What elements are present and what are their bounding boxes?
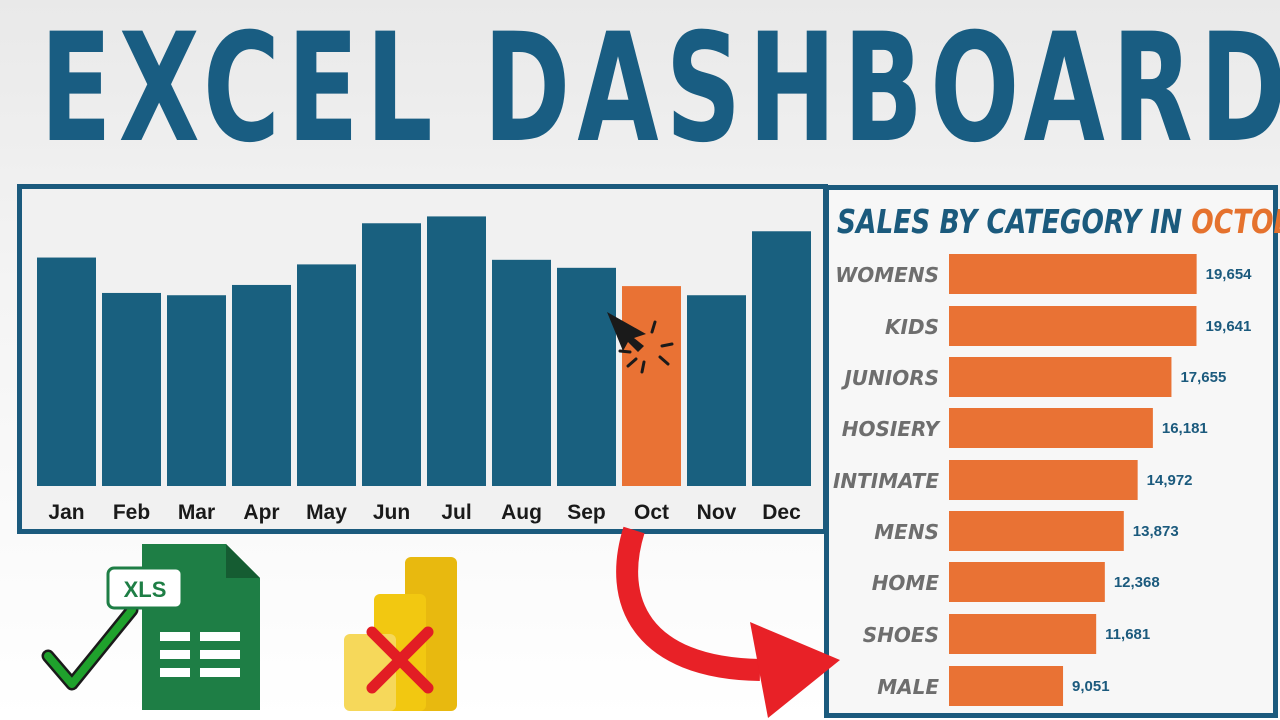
excel-icon: XLS [106,544,260,710]
month-label-may: May [306,501,347,524]
month-bar-feb[interactable] [102,292,161,486]
month-label-jan: Jan [48,501,84,524]
category-label-home: HOME [872,571,940,595]
month-label-sep: Sep [567,501,606,524]
month-bar-may[interactable] [297,264,356,486]
category-label-womens: WOMENS [835,263,939,287]
category-label-mens: MENS [874,520,939,544]
category-value-kids: 19,641 [1205,318,1251,335]
month-label-feb: Feb [113,501,150,524]
month-label-apr: Apr [243,501,279,524]
xls-badge [106,566,184,610]
category-chart-title-prefix: SALES BY CATEGORY IN [837,202,1183,241]
category-label-male: MALE [877,675,939,699]
month-label-jun: Jun [373,501,410,524]
month-bar-oct[interactable] [622,286,681,486]
category-value-male: 9,051 [1072,678,1110,695]
category-bar-hosiery[interactable] [949,408,1153,448]
month-label-aug: Aug [501,501,542,524]
check-icon [41,603,139,691]
monthly-bar-chart-svg: Jan Feb Mar Apr May Jun Jul Aug Sep Oct Nov Dec [37,216,811,524]
category-bar-mens[interactable] [949,511,1124,551]
category-value-hosiery: 16,181 [1162,420,1208,437]
category-value-shoes: 11,681 [1105,626,1150,643]
category-bar-home[interactable] [949,562,1105,602]
category-value-juniors: 17,655 [1180,369,1226,386]
month-bar-dec[interactable] [752,231,811,486]
category-chart-title-month: OCTOBER [1191,202,1280,241]
page-title: EXCEL DASHBOARD [40,2,1280,176]
monthly-sales-chart: Jan Feb Mar Apr May Jun Jul Aug Sep Oct Nov Dec [17,184,828,534]
category-value-home: 12,368 [1114,574,1160,591]
category-bar-male[interactable] [949,666,1064,706]
category-bar-chart-svg: WOMENS 19,654 KIDS 19,641 JUNIORS 17,655 HOSIE… [833,254,1253,706]
category-bar-shoes[interactable] [949,614,1097,654]
category-bar-kids[interactable] [949,306,1197,346]
month-bar-apr[interactable] [232,284,291,486]
category-label-hosiery: HOSIERY [842,417,942,441]
month-bar-jun[interactable] [362,223,421,486]
month-label-oct: Oct [634,501,669,524]
category-label-intimate: INTIMATE [833,469,939,493]
month-label-mar: Mar [178,501,215,524]
category-label-shoes: SHOES [863,623,939,647]
category-value-womens: 19,654 [1206,266,1253,283]
month-bar-jul[interactable] [427,216,486,486]
month-bar-jan[interactable] [37,257,96,486]
powerbi-icon [344,557,457,711]
month-label-jul: Jul [441,501,471,524]
category-value-intimate: 14,972 [1147,472,1193,489]
month-bar-mar[interactable] [167,295,226,486]
month-bar-aug[interactable] [492,259,551,486]
month-label-nov: Nov [697,501,737,524]
category-bar-intimate[interactable] [949,460,1138,500]
category-bar-juniors[interactable] [949,357,1172,397]
red-arrow-icon [616,526,840,718]
category-chart-title: SALES BY CATEGORY IN OCTOBER [837,198,1280,246]
category-label-kids: KIDS [885,315,939,339]
category-value-mens: 13,873 [1133,523,1179,540]
month-bar-nov[interactable] [687,295,746,486]
category-sales-panel: SALES BY CATEGORY IN OCTOBER WOMENS 19,65… [824,185,1280,718]
category-bar-womens[interactable] [949,254,1197,294]
month-bar-sep[interactable] [557,267,616,486]
cross-icon [366,626,434,694]
xls-badge-label: XLS [124,577,167,602]
category-label-juniors: JUNIORS [840,366,939,390]
month-label-dec: Dec [762,501,801,524]
